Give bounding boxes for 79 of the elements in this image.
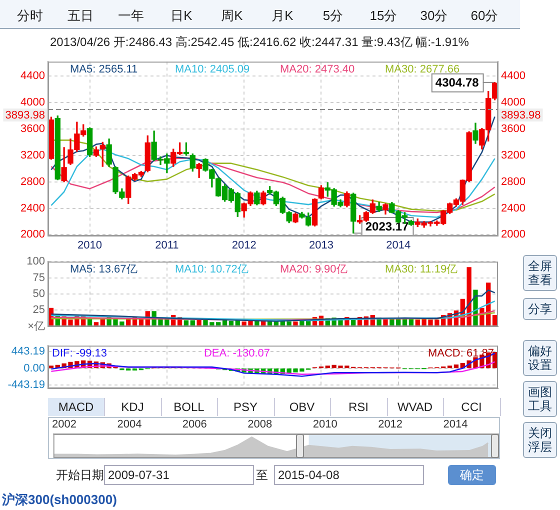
series-label: DIF: -99.13 [52, 348, 108, 360]
text: 月K [270, 7, 294, 25]
y2-tick-label: 4000 [501, 96, 526, 109]
text: MA20: 2473.40 [280, 64, 355, 76]
text: MA10: 10.72亿 [175, 264, 248, 276]
x-tick-label: 2014 [443, 418, 468, 430]
text: 至 [256, 467, 268, 484]
x-tick-label: 2013 [308, 240, 334, 252]
text: OBV [274, 398, 331, 416]
text: WVAD [387, 398, 444, 416]
x-tick-label: 2006 [182, 418, 207, 430]
text: 开始日期 [56, 467, 104, 484]
x-tick-label: 2012 [232, 240, 256, 252]
text: MA10: 2405.09 [175, 64, 250, 76]
button: 画图工具 [523, 381, 557, 417]
x-tick-label: 2011 [155, 240, 179, 252]
text: 沪深300(sh000300) [2, 491, 117, 509]
y-tick-label: 2800 [20, 176, 45, 188]
y-tick-label: 4000 [20, 96, 45, 109]
y-tick-label: 100 [26, 256, 45, 268]
text: 一年 [117, 7, 145, 25]
text: 分时 [16, 7, 44, 25]
x-tick-label: 2002 [52, 418, 76, 430]
x-tick-label: 2004 [117, 418, 142, 430]
text: KDJ [104, 398, 162, 416]
y2-tick-label: 2800 [501, 176, 526, 188]
y-tick-label: 2000 [20, 228, 45, 241]
y-tick-label: 3600 [20, 123, 45, 136]
y-tick-label: 443.19 [11, 345, 45, 358]
date-field: 2015-04-08 [274, 465, 424, 485]
y2-tick-label: 2000 [501, 228, 526, 241]
text: MA5: 2565.11 [70, 64, 138, 76]
text: MA5: 13.67亿 [70, 264, 138, 276]
annotation: 4304.78 [435, 76, 480, 90]
y2-tick-label: 2400 [501, 202, 526, 214]
y-tick-label: 4400 [20, 70, 45, 82]
text: 15分 [368, 7, 398, 25]
y-tick-label: 50 [32, 288, 45, 300]
text: 日K [170, 7, 194, 25]
annotation: 2023.17 [365, 219, 410, 234]
text: 5分 [322, 7, 344, 25]
series-label: DEA: -130.07 [204, 348, 270, 360]
x-tick-label: 2014 [386, 240, 411, 252]
y-tick-label: -443.19 [8, 379, 45, 392]
y2-tick-label: 3200 [501, 149, 526, 162]
button: 偏好设置 [523, 340, 557, 376]
y-tick-label: 3200 [20, 149, 45, 162]
ref-line-label: 3893.98 [5, 110, 46, 122]
series-label: MACD: 61.87 [428, 348, 494, 360]
text: MA30: 2677.66 [385, 64, 460, 76]
x-tick-label: 2008 [248, 418, 272, 430]
x-tick-label: 2010 [312, 418, 338, 430]
chart-subtitle: 2013/04/26 开:2486.43 高:2542.45 低:2416.62 收:2447.31 量:9.43亿 幅:-1.91% [50, 34, 469, 51]
y-tick-label: 0.00 [24, 362, 45, 374]
y2-tick-label: 3600 [501, 123, 526, 136]
y-tick-label: 75 [32, 272, 45, 284]
y-tick-label: 25 [32, 304, 45, 316]
text: RSI [330, 398, 388, 416]
x-tick-label: 2010 [78, 240, 102, 252]
text: 3893.98 [501, 110, 541, 122]
y-tick-label: 2400 [20, 202, 45, 214]
button: 确定 [448, 465, 496, 485]
text: 五日 [66, 7, 94, 25]
text: 30分 [419, 7, 449, 25]
y-tick-label: ×亿 [28, 320, 45, 332]
text: MA20: 9.90亿 [280, 264, 348, 276]
x-tick-label: 2012 [378, 418, 403, 430]
button: 关闭浮层 [523, 422, 557, 458]
text: 60分 [470, 7, 500, 25]
text: BOLL [161, 398, 218, 416]
text: CCI [444, 398, 500, 416]
text: MACD [48, 398, 105, 416]
text: 周K [220, 7, 244, 25]
button: 分享 [523, 298, 557, 320]
text: PSY [218, 398, 274, 416]
text: MA30: 11.19亿 [385, 264, 458, 276]
y2-tick-label: 4400 [501, 70, 526, 82]
button: 全屏查看 [523, 255, 557, 291]
date-field: 2009-07-31 [104, 465, 254, 485]
